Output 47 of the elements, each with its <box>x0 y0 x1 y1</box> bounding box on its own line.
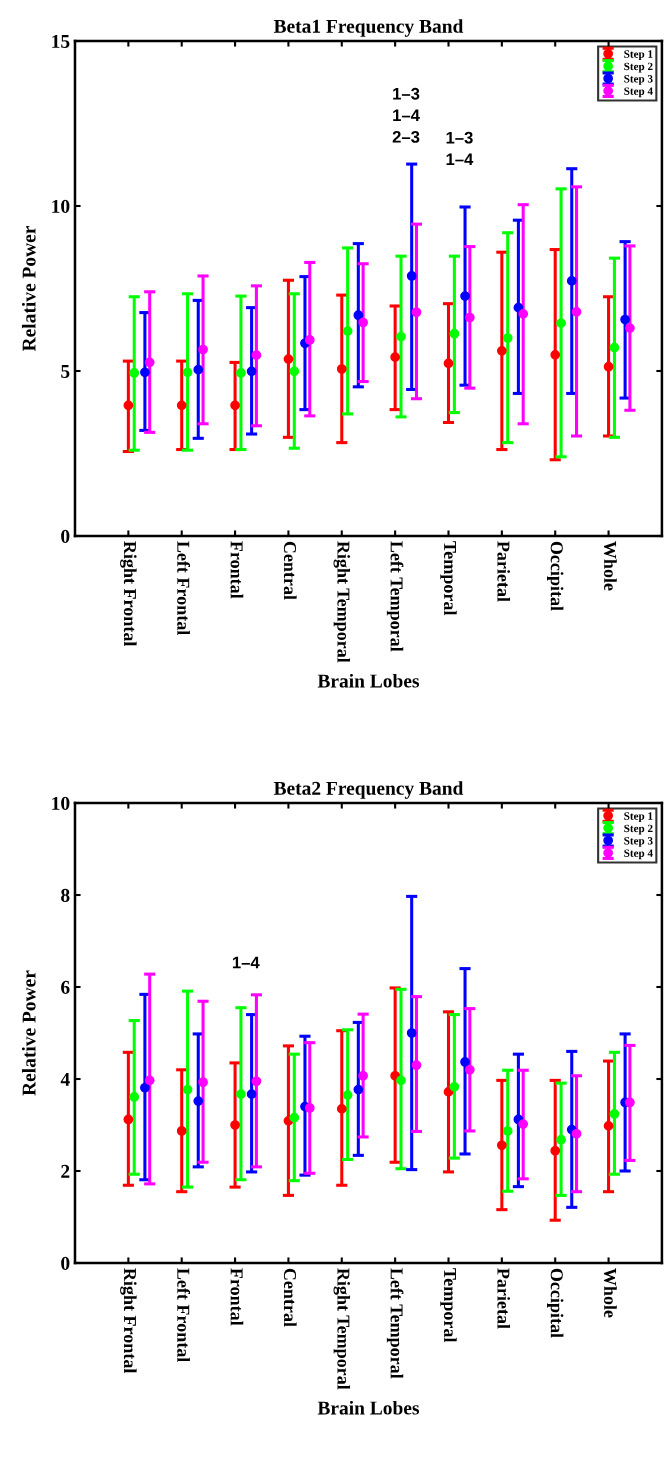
y-tick-label: 0 <box>61 1256 70 1270</box>
x-tick-label: Temporal <box>440 541 457 616</box>
x-axis-title: Brain Lobes <box>317 1400 420 1415</box>
x-axis-title: Brain Lobes <box>317 673 420 688</box>
x-tick-label: Central <box>283 1268 297 1327</box>
legend-label: Step 2 <box>624 62 653 73</box>
x-tick-label: Left Frontal <box>177 541 191 635</box>
x-tick-label: Right Frontal <box>120 1268 137 1374</box>
annotation: 1–3 1–4 <box>446 131 474 165</box>
y-tick-label: 4 <box>60 1072 70 1086</box>
y-tick-label: 10 <box>52 199 70 213</box>
x-tick-label: Frontal <box>230 1268 244 1326</box>
annotation: 1–4 <box>232 956 260 969</box>
legend-label: Step 3 <box>624 75 653 85</box>
legend-label: Step 4 <box>624 87 653 98</box>
x-tick-label: Parietal <box>497 541 511 602</box>
legend-label: Step 2 <box>624 824 653 835</box>
x-tick-label: Right Temporal <box>333 541 351 663</box>
legend-label: Step 1 <box>624 50 653 61</box>
x-tick-label: Left Frontal <box>177 1268 191 1362</box>
x-tick-label: Occipital <box>547 1268 564 1338</box>
y-axis-title: Relative Power <box>21 226 36 352</box>
x-tick-label: Right Frontal <box>120 541 137 647</box>
legend-label: Step 3 <box>624 837 653 847</box>
x-tick-label: Parietal <box>497 1268 511 1329</box>
y-tick-label: 0 <box>61 529 70 543</box>
y-tick-label: 6 <box>61 980 70 994</box>
x-tick-label: Left Temporal <box>386 1268 404 1379</box>
chart-title: Beta2 Frequency Band <box>273 781 464 799</box>
annotation: 1–3 1–4 2–3 <box>392 87 420 143</box>
x-tick-label: Whole <box>603 541 617 591</box>
x-tick-label: Left Temporal <box>386 541 404 652</box>
y-tick-label: 5 <box>61 365 70 378</box>
y-tick-label: 15 <box>52 34 70 48</box>
x-tick-label: Whole <box>603 1268 617 1318</box>
y-axis-title: Relative Power <box>21 970 36 1096</box>
y-tick-label: 8 <box>61 888 70 902</box>
x-tick-label: Temporal <box>440 1268 457 1343</box>
x-tick-label: Central <box>283 541 297 600</box>
legend-label: Step 1 <box>624 812 653 823</box>
y-tick-label: 10 <box>52 796 70 810</box>
x-tick-label: Frontal <box>230 541 244 599</box>
chart-title: Beta1 Frequency Band <box>273 19 464 37</box>
x-tick-label: Occipital <box>547 541 564 611</box>
x-tick-label: Right Temporal <box>333 1268 351 1390</box>
y-tick-label: 2 <box>61 1164 70 1178</box>
legend-label: Step 4 <box>624 849 653 860</box>
